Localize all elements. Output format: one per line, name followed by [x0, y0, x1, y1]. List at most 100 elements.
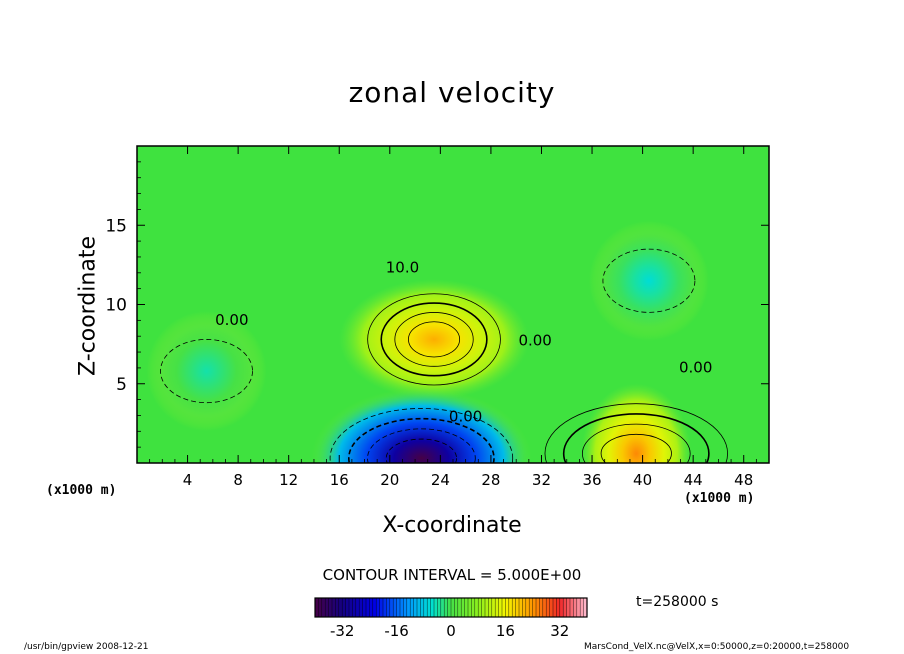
- x-unit-label-right: (x1000 m): [684, 491, 755, 506]
- colorbar-cell: [559, 598, 564, 617]
- contour-line: [544, 403, 728, 463]
- colorbar-cell: [576, 598, 581, 617]
- colorbar-cell: [321, 598, 326, 617]
- y-tick-label: 15: [105, 216, 127, 236]
- contour-line: [602, 248, 696, 313]
- contour-labels: 10.0 0.00 0.00 0.00 0.00: [215, 259, 712, 426]
- x-axis: 4 8 12 16 20 24 28 32 36 40 44 48: [149, 146, 757, 489]
- colorbar-cell: [519, 598, 523, 617]
- colorbar-cell: [556, 598, 561, 617]
- colorbar-cell: [512, 598, 517, 617]
- colorbar-cell: [457, 598, 462, 617]
- colorbar-tick-label: 16: [496, 622, 515, 640]
- colorbar-cell: [325, 598, 330, 617]
- colorbar-cell: [553, 598, 557, 617]
- colorbar-cell: [393, 598, 398, 617]
- x-tick-label: 24: [431, 471, 450, 489]
- colorbar-cell: [461, 598, 466, 617]
- colorbar-cell: [352, 598, 357, 617]
- colorbar-cell: [580, 598, 585, 617]
- colorbar-cell: [335, 598, 340, 617]
- y-tick-label: 10: [105, 296, 127, 316]
- colorbar-cell: [427, 598, 432, 617]
- y-tick-label: 5: [116, 375, 127, 395]
- contour-line: [160, 339, 253, 404]
- colorbar-cell: [481, 598, 486, 617]
- colorbar-cell: [396, 598, 401, 617]
- x-tick-label: 16: [330, 471, 349, 489]
- colorbar-cell: [437, 598, 442, 617]
- colorbar-tick-label: -16: [384, 622, 409, 640]
- colorbar-cell: [498, 598, 503, 617]
- contour-line: [385, 438, 457, 463]
- colorbar-cell: [406, 598, 411, 617]
- colorbar-cell: [508, 598, 513, 617]
- x-tick-label: 12: [279, 471, 298, 489]
- colorbar-cell: [542, 598, 547, 617]
- colorbar-cell: [318, 598, 323, 617]
- colorbar-tick-label: 0: [446, 622, 456, 640]
- contour-line: [581, 423, 691, 463]
- colorbar-cell: [383, 598, 387, 617]
- footer-program-date: /usr/bin/gpview 2008-12-21: [24, 642, 149, 652]
- contour-lines: [160, 248, 728, 463]
- colorbar-cell: [410, 598, 415, 617]
- colorbar-cell: [366, 598, 370, 617]
- contour-line: [394, 312, 474, 367]
- colorbar-cell: [474, 598, 479, 617]
- colorbar-cell: [376, 598, 381, 617]
- colorbar-cell: [345, 598, 350, 617]
- colorbar-cell: [485, 598, 489, 617]
- colorbar-cell: [532, 598, 537, 617]
- colorbar-cell: [566, 598, 571, 617]
- colorbar-cell: [454, 598, 459, 617]
- contour-line: [562, 413, 710, 463]
- colorbar-cell: [417, 598, 421, 617]
- colorbar-cell: [332, 598, 336, 617]
- colorbar-cell: [413, 598, 418, 617]
- field-extremum-max: [581, 383, 692, 463]
- contour-line: [348, 417, 495, 463]
- chart-title: zonal velocity: [348, 76, 556, 109]
- colorbar-cell: [389, 598, 394, 617]
- colorbar-cell: [434, 598, 438, 617]
- colorbar-cell: [522, 598, 527, 617]
- contour-label: 0.00: [518, 331, 551, 349]
- y-axis-label: Z-coordinate: [75, 236, 101, 376]
- contour-label: 0.00: [679, 358, 712, 376]
- colorbar-frame: [314, 597, 588, 618]
- x-tick-label: 36: [582, 471, 601, 489]
- colorbar-cell: [505, 598, 510, 617]
- contour-interval-text: CONTOUR INTERVAL = 5.000E+00: [322, 566, 582, 584]
- x-tick-label: 4: [183, 471, 193, 489]
- colorbar-cell: [338, 598, 343, 617]
- contour-line: [367, 428, 476, 463]
- contour-label: 10.0: [386, 259, 419, 277]
- y-axis: 5 10 15: [105, 161, 769, 448]
- colorbar: -32 -16 0 16 32: [314, 597, 588, 640]
- x-tick-label: 20: [380, 471, 399, 489]
- colorbar-cell: [570, 598, 574, 617]
- colorbar-cell: [573, 598, 578, 617]
- colorbar-cell: [525, 598, 530, 617]
- contour-line: [367, 293, 501, 386]
- footer-source: MarsCond_VelX.nc@VelX,x=0:50000,z=0:2000…: [584, 642, 850, 652]
- colorbar-cell: [379, 598, 384, 617]
- colorbar-cell: [464, 598, 469, 617]
- colorbar-cell: [491, 598, 496, 617]
- colorbar-cell: [549, 598, 554, 617]
- colorbar-cell: [342, 598, 347, 617]
- colorbar-cell: [536, 598, 540, 617]
- colorbar-cell: [315, 598, 319, 617]
- x-unit-label-left: (x1000 m): [46, 483, 117, 498]
- x-tick-label: 8: [233, 471, 243, 489]
- colorbar-cell: [502, 598, 506, 617]
- colorbar-cell: [423, 598, 428, 617]
- colorbar-cell: [400, 598, 404, 617]
- colorbar-cell: [583, 598, 588, 617]
- x-axis-label: X-coordinate: [382, 513, 522, 538]
- colorbar-cell: [546, 598, 551, 617]
- colorbar-tick-label: -32: [330, 622, 355, 640]
- x-tick-label: 48: [734, 471, 753, 489]
- contour-label: 0.00: [215, 311, 248, 329]
